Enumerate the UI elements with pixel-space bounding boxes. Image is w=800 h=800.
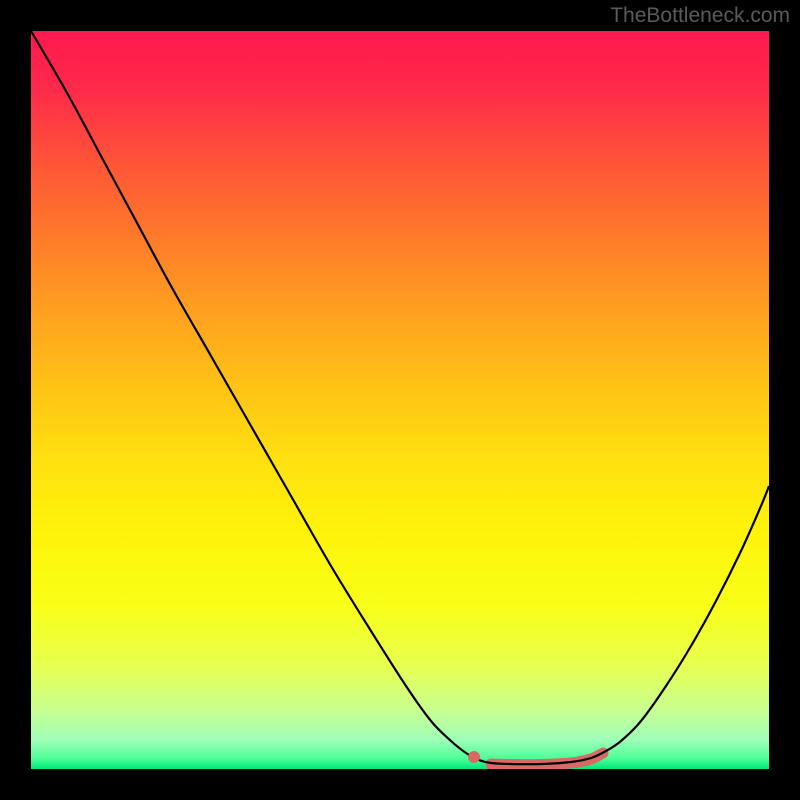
marker-dot xyxy=(468,751,480,763)
bottleneck-curve xyxy=(31,31,769,764)
plot-area xyxy=(31,31,769,769)
watermark-text: TheBottleneck.com xyxy=(610,4,790,28)
chart-svg xyxy=(31,31,769,769)
